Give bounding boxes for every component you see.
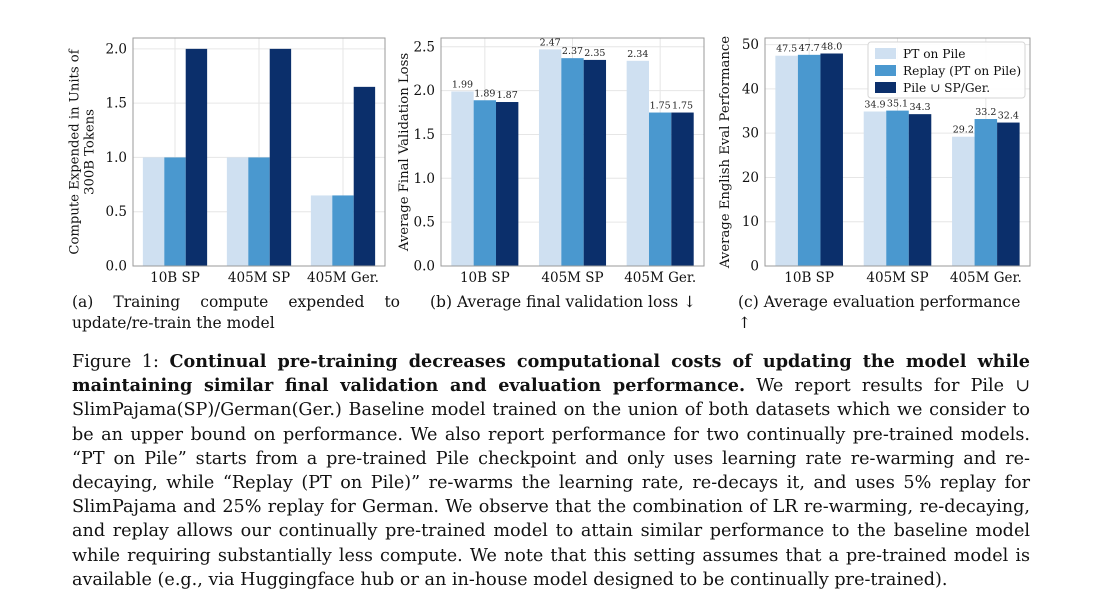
data-label: 1.89 [474, 88, 495, 99]
chart-compute-expended: 0.0 0.5 1.0 1.5 2.0 10B SP 405M SP 405M Ger. Com… [68, 37, 386, 286]
data-label: 2.35 [584, 48, 605, 59]
y-axis-label: Average English Eval Performance [718, 36, 733, 269]
y-tick-label: 50 [742, 37, 759, 53]
y-tick-label: 0.0 [414, 259, 435, 275]
y-tick-label: 20 [742, 170, 759, 186]
data-label: 1.87 [497, 90, 518, 101]
data-label: 34.3 [909, 102, 930, 113]
bar [473, 100, 497, 266]
legend-label: Replay (PT on Pile) [903, 64, 1021, 78]
y-tick-label: 30 [742, 126, 759, 142]
plot-frame [764, 37, 1031, 267]
data-label: 32.4 [998, 111, 1019, 122]
bar [886, 110, 909, 266]
x-tick-label: 405M SP [541, 270, 603, 286]
y-tick-label: 1.5 [414, 127, 435, 143]
bar [248, 157, 270, 266]
bar [185, 48, 208, 266]
bar [310, 195, 333, 266]
data-label: 34.9 [864, 99, 885, 110]
legend-label: Pile ∪ SP/Ger. [903, 81, 990, 95]
y-axis-label: Compute Expended in Units of [68, 48, 83, 254]
bar [648, 112, 672, 267]
bar [561, 58, 584, 266]
x-tick-label: 10B SP [460, 270, 510, 286]
data-label: 29.2 [953, 125, 974, 136]
x-tick-label: 405M SP [228, 270, 290, 286]
bar [997, 122, 1020, 266]
y-tick-label: 2.5 [414, 39, 435, 55]
bar [164, 157, 186, 266]
x-tick-label: 405M Ger. [624, 270, 696, 286]
x-tick-label: 10B SP [784, 270, 834, 286]
bar [332, 195, 354, 266]
y-tick-label: 0.5 [414, 215, 435, 231]
bar [583, 59, 607, 266]
bar [226, 157, 249, 266]
legend-swatch [875, 65, 896, 76]
data-label: 35.1 [887, 99, 908, 110]
bar [671, 112, 694, 267]
bar [863, 111, 887, 266]
bar [820, 53, 843, 266]
caption-body: We report results for Pile ∪ SlimPajama(… [72, 376, 1030, 590]
data-label: 2.37 [562, 46, 583, 57]
y-axis-label: 300B Tokens [83, 109, 98, 195]
y-tick-label: 1.0 [106, 150, 127, 166]
bar [908, 114, 932, 266]
y-axis-label: Average Final Validation Loss [397, 53, 412, 253]
caption-label: Figure 1: [72, 352, 170, 372]
legend-label: PT on Pile [903, 47, 965, 61]
legend-swatch [875, 48, 896, 59]
bar [775, 55, 798, 266]
bar [353, 86, 376, 266]
bar [797, 54, 821, 266]
data-label: 33.2 [975, 107, 996, 118]
data-label: 2.47 [540, 37, 561, 48]
caption-bold: Continual pre-training decreases computa… [72, 351, 1030, 397]
y-tick-label: 1.0 [414, 171, 435, 187]
y-tick-label: 0.0 [106, 259, 127, 275]
y-tick-label: 2.0 [106, 41, 127, 57]
x-tick-label: 405M Ger. [307, 270, 379, 286]
legend-swatch [875, 82, 896, 93]
bar [626, 60, 649, 266]
plot-frame [132, 37, 386, 267]
y-tick-label: 2.0 [414, 83, 435, 99]
y-tick-label: 0 [750, 259, 759, 275]
bar [974, 119, 998, 266]
data-label: 1.75 [672, 101, 693, 112]
figure-panels: 0.0 0.5 1.0 1.5 2.0 10B SP 405M SP 405M Ger. Com… [68, 36, 1031, 286]
legend-box [867, 41, 1026, 99]
bar [538, 49, 562, 267]
figure-caption: Figure 1: Continual pre-training decreas… [72, 350, 1030, 592]
y-tick-label: 1.5 [106, 96, 127, 112]
data-label: 47.5 [776, 44, 797, 55]
data-label: 1.75 [650, 101, 671, 112]
data-label: 48.0 [821, 41, 842, 52]
x-tick-label: 10B SP [150, 270, 200, 286]
y-tick-label: 0.5 [106, 204, 127, 220]
x-tick-label: 405M Ger. [950, 270, 1022, 286]
plot-frame [440, 37, 705, 267]
bar [142, 157, 165, 266]
bar [269, 48, 292, 266]
data-label: 47.7 [799, 43, 820, 54]
subcaption-c: (c) Average evaluation performance ↑ [738, 293, 1021, 332]
bar [952, 136, 975, 266]
bar [496, 102, 519, 266]
x-tick-label: 405M SP [866, 270, 928, 286]
subcaption-b: (b) Average final validation loss ↓ [430, 293, 697, 311]
subcaption-a: (a) Training compute expended to update/… [72, 293, 400, 332]
y-tick-label: 10 [742, 214, 759, 230]
chart-validation-loss: 0.0 0.5 1.0 1.5 2.0 2.5 1.99 2.47 2.34 1.89 2.37 1.… [397, 37, 705, 286]
data-label: 1.99 [452, 79, 473, 90]
chart-eval-performance: 0 10 20 30 40 50 47.5 34.9 29.2 47.7 35.1 33.2 48.0 3… [718, 36, 1031, 286]
bar [451, 91, 474, 266]
data-label: 2.34 [627, 49, 648, 60]
y-tick-label: 40 [742, 81, 759, 97]
